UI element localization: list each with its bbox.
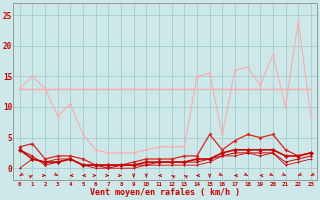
X-axis label: Vent moyen/en rafales ( km/h ): Vent moyen/en rafales ( km/h ) bbox=[90, 188, 240, 197]
